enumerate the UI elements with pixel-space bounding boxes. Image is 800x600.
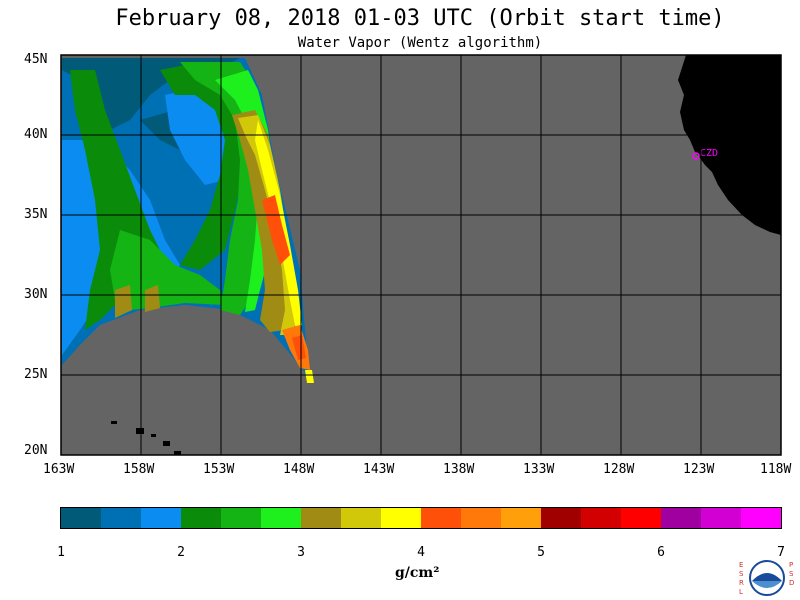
colorbar-swatch — [461, 508, 501, 528]
colorbar-tick-1: 1 — [57, 545, 65, 560]
lat-label-30n: 30N — [24, 287, 48, 302]
colorbar-swatch — [101, 508, 141, 528]
lat-label-35n: 35N — [24, 207, 48, 222]
lon-label-158w: 158W — [123, 462, 155, 477]
chart-title: February 08, 2018 01-03 UTC (Orbit start… — [115, 6, 725, 31]
lon-label-138w: 138W — [443, 462, 475, 477]
colorbar-tick-7: 7 — [777, 545, 785, 560]
colorbar-tick-2: 2 — [177, 545, 185, 560]
graticule — [61, 55, 781, 455]
lon-label-133w: 133W — [523, 462, 555, 477]
logo-letter-s2: S — [789, 570, 794, 578]
colorbar — [60, 507, 782, 529]
colorbar-swatch — [381, 508, 421, 528]
colorbar-swatch — [581, 508, 621, 528]
colorbar-swatch — [741, 508, 781, 528]
colorbar-swatch — [501, 508, 541, 528]
colorbar-swatch — [261, 508, 301, 528]
logo-letter-e: E — [739, 561, 743, 569]
lon-label-128w: 128W — [603, 462, 635, 477]
lat-label-40n: 40N — [24, 127, 48, 142]
noaa-logo: E S R L P S D — [739, 560, 794, 596]
lon-label-163w: 163W — [43, 462, 75, 477]
colorbar-swatch — [221, 508, 261, 528]
colorbar-tick-4: 4 — [417, 545, 425, 560]
logo-letter-r: R — [739, 579, 744, 587]
station-label: CZD — [700, 148, 718, 159]
swath-yellowgreen-band — [238, 115, 298, 335]
chart-subtitle: Water Vapor (Wentz algorithm) — [297, 35, 543, 51]
colorbar-swatch — [701, 508, 741, 528]
california-landmass — [678, 55, 781, 235]
colorbar-units: g/cm² — [395, 565, 440, 581]
logo-letter-d: D — [789, 579, 794, 587]
swath-darkblue-band — [62, 58, 240, 130]
colorbar-swatch — [621, 508, 661, 528]
colorbar-swatch — [421, 508, 461, 528]
colorbar-tick-5: 5 — [537, 545, 545, 560]
swath-orange-band — [262, 195, 290, 265]
lon-label-153w: 153W — [203, 462, 235, 477]
map-frame — [60, 54, 782, 456]
colorbar-swatch — [341, 508, 381, 528]
colorbar-tick-3: 3 — [297, 545, 305, 560]
logo-letter-l: L — [739, 588, 743, 596]
lon-label-148w: 148W — [283, 462, 315, 477]
colorbar-tick-6: 6 — [657, 545, 665, 560]
station-marker — [692, 152, 700, 160]
lon-label-143w: 143W — [363, 462, 395, 477]
lon-label-123w: 123W — [683, 462, 715, 477]
lat-label-20n: 20N — [24, 443, 48, 458]
colorbar-swatch — [61, 508, 101, 528]
swath-olive-band — [232, 110, 295, 332]
lat-label-45n: 45N — [24, 52, 48, 67]
colorbar-swatch — [661, 508, 701, 528]
colorbar-swatch — [301, 508, 341, 528]
hawaii-islands — [111, 421, 181, 455]
lon-label-118w: 118W — [760, 462, 792, 477]
logo-letter-s1: S — [739, 570, 744, 578]
colorbar-swatch — [141, 508, 181, 528]
lat-label-25n: 25N — [24, 367, 48, 382]
colorbar-swatch — [541, 508, 581, 528]
colorbar-swatch — [181, 508, 221, 528]
logo-letter-p: P — [789, 561, 793, 569]
